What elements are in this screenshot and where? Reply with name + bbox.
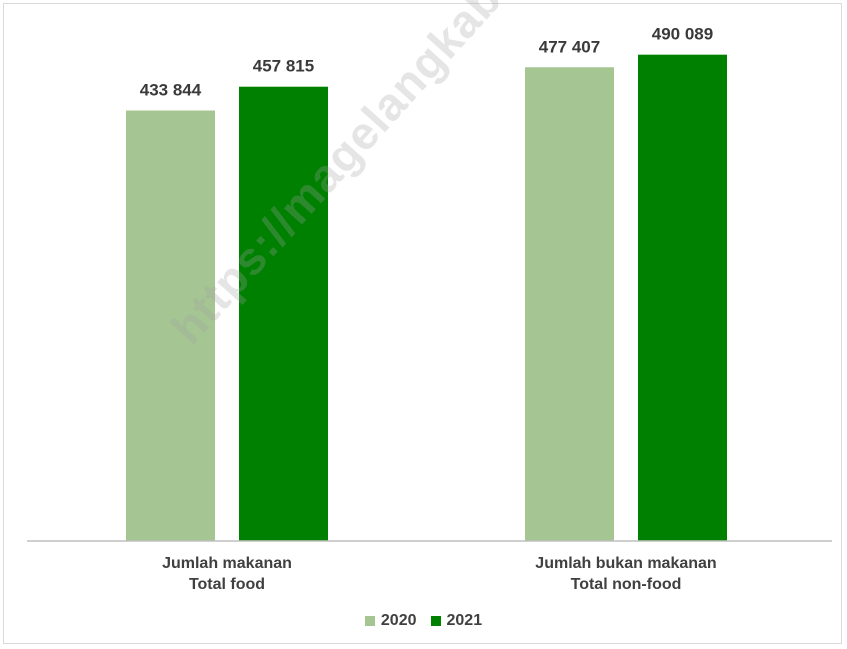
- data-label-2021-1: 490 089: [652, 25, 713, 44]
- legend-item-2021: 2021: [430, 612, 483, 630]
- bar-2020-1: [525, 67, 614, 542]
- category-label-0-0: Jumlah makanan: [162, 555, 292, 572]
- bar-2021-1: [638, 54, 727, 542]
- data-label-2021-0: 457 815: [253, 57, 314, 76]
- data-label-2020-0: 433 844: [140, 80, 202, 99]
- labels-group: 433 844 477 407 457 815 490 089 Jumlah makan…: [140, 25, 717, 593]
- legend-label-2021: 2021: [446, 612, 483, 629]
- data-label-2020-1: 477 407: [539, 37, 600, 56]
- legend-swatch-2020: [364, 616, 375, 626]
- bars-group: [126, 54, 727, 542]
- legend-swatch-2021: [430, 616, 441, 626]
- bar-2020-0: [126, 110, 215, 542]
- category-label-1-0: Jumlah bukan makanan: [535, 555, 716, 572]
- legend: 2020 2021: [0, 612, 847, 630]
- legend-item-2020: 2020: [364, 612, 417, 630]
- category-label-1-1: Total non-food: [571, 576, 682, 593]
- category-label-0-1: Total food: [189, 576, 265, 593]
- legend-label-2020: 2020: [380, 612, 417, 629]
- bar-2021-0: [239, 86, 328, 541]
